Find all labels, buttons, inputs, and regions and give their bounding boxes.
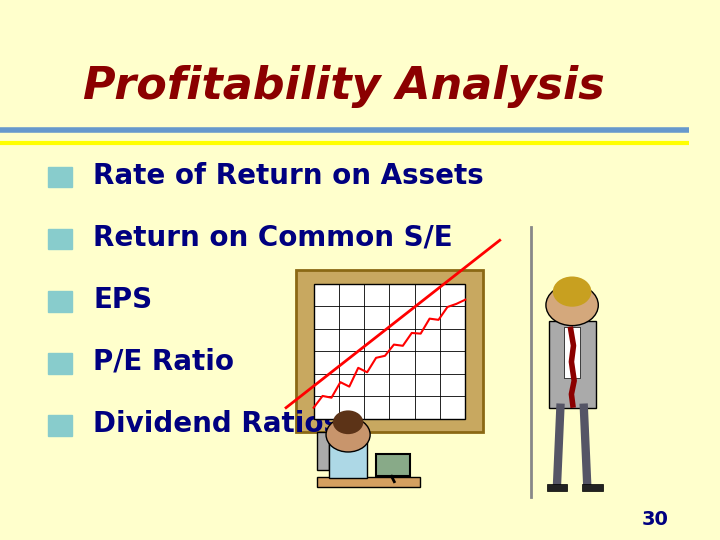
- FancyBboxPatch shape: [549, 321, 595, 408]
- Text: 30: 30: [642, 510, 669, 529]
- FancyBboxPatch shape: [376, 454, 410, 476]
- FancyBboxPatch shape: [297, 270, 482, 432]
- Text: EPS: EPS: [93, 286, 152, 314]
- FancyBboxPatch shape: [314, 284, 465, 418]
- FancyBboxPatch shape: [48, 353, 73, 374]
- FancyBboxPatch shape: [582, 484, 603, 491]
- FancyBboxPatch shape: [317, 432, 330, 470]
- FancyBboxPatch shape: [564, 327, 580, 378]
- FancyBboxPatch shape: [48, 415, 73, 436]
- FancyBboxPatch shape: [48, 229, 73, 249]
- FancyBboxPatch shape: [330, 439, 367, 478]
- FancyBboxPatch shape: [48, 167, 73, 187]
- FancyBboxPatch shape: [546, 484, 567, 491]
- Circle shape: [553, 276, 591, 307]
- FancyBboxPatch shape: [48, 291, 73, 312]
- Text: P/E Ratio: P/E Ratio: [93, 348, 234, 376]
- Text: Dividend Ratios: Dividend Ratios: [93, 410, 340, 438]
- Text: Rate of Return on Assets: Rate of Return on Assets: [93, 161, 484, 190]
- Text: Return on Common S/E: Return on Common S/E: [93, 224, 453, 252]
- Text: Profitability Analysis: Profitability Analysis: [83, 65, 605, 108]
- Circle shape: [546, 285, 598, 326]
- Circle shape: [326, 417, 370, 452]
- Circle shape: [333, 410, 364, 434]
- FancyBboxPatch shape: [317, 477, 420, 487]
